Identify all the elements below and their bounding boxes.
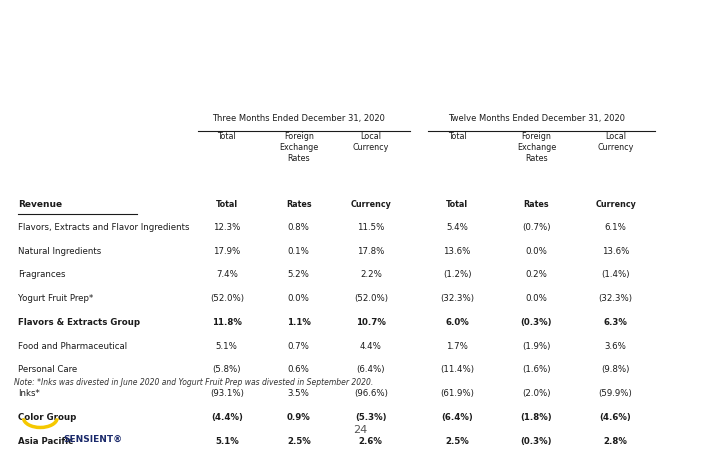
Text: 2.6%: 2.6%	[359, 436, 383, 446]
Text: (52.0%): (52.0%)	[210, 294, 244, 303]
Text: Foreign
Exchange
Rates: Foreign Exchange Rates	[517, 132, 556, 163]
Text: Fragrances: Fragrances	[18, 270, 66, 279]
Text: (32.3%): (32.3%)	[598, 294, 633, 303]
Text: Personal Care: Personal Care	[18, 365, 77, 374]
Text: 0.1%: 0.1%	[288, 247, 310, 256]
Text: (9.8%): (9.8%)	[601, 365, 630, 374]
Text: 24: 24	[353, 425, 367, 435]
Text: 11.5%: 11.5%	[357, 223, 384, 232]
Text: Local
Currency: Local Currency	[598, 132, 634, 152]
Text: 13.6%: 13.6%	[444, 247, 471, 256]
Text: 0.6%: 0.6%	[288, 365, 310, 374]
Text: 6.3%: 6.3%	[603, 318, 628, 327]
Text: 4.4%: 4.4%	[360, 342, 382, 351]
Text: (59.9%): (59.9%)	[599, 389, 632, 398]
Text: (4.6%): (4.6%)	[600, 413, 631, 422]
Text: (61.9%): (61.9%)	[440, 389, 474, 398]
Text: Revenue: Revenue	[18, 200, 62, 209]
Text: (0.7%): (0.7%)	[522, 223, 551, 232]
Text: 0.8%: 0.8%	[288, 223, 310, 232]
Text: (32.3%): (32.3%)	[440, 294, 474, 303]
Text: (5.8%): (5.8%)	[212, 365, 241, 374]
Text: 1.7%: 1.7%	[446, 342, 468, 351]
Text: (93.1%): (93.1%)	[210, 389, 244, 398]
Text: 3.6%: 3.6%	[605, 342, 626, 351]
Text: 0.0%: 0.0%	[526, 294, 547, 303]
Text: 2.8%: 2.8%	[603, 436, 628, 446]
Text: Three Months Ended December 31, 2020: Three Months Ended December 31, 2020	[212, 113, 385, 122]
Text: Asia Pacific: Asia Pacific	[18, 436, 73, 446]
Text: (52.0%): (52.0%)	[354, 294, 388, 303]
Text: 6.0%: 6.0%	[446, 318, 469, 327]
Text: 12.3%: 12.3%	[213, 223, 240, 232]
Text: Twelve Months Ended December 31, 2020: Twelve Months Ended December 31, 2020	[448, 113, 625, 122]
Text: Total: Total	[216, 200, 238, 209]
Text: Flavors, Extracts and Flavor Ingredients: Flavors, Extracts and Flavor Ingredients	[18, 223, 189, 232]
Text: (1.6%): (1.6%)	[522, 365, 551, 374]
Text: 3.5%: 3.5%	[288, 389, 310, 398]
Text: Total: Total	[446, 200, 468, 209]
Text: 6.1%: 6.1%	[605, 223, 626, 232]
Text: Yogurt Fruit Prep*: Yogurt Fruit Prep*	[18, 294, 94, 303]
Text: (1.4%): (1.4%)	[601, 270, 630, 279]
Text: 10.7%: 10.7%	[356, 318, 386, 327]
Text: Inks*: Inks*	[18, 389, 40, 398]
Text: (5.3%): (5.3%)	[355, 413, 387, 422]
Text: 1.1%: 1.1%	[287, 318, 311, 327]
Text: (1.9%): (1.9%)	[522, 342, 551, 351]
Text: Local
Currency: Local Currency	[353, 132, 389, 152]
Text: 11.8%: 11.8%	[212, 318, 242, 327]
Text: SENSIENT®: SENSIENT®	[63, 435, 123, 444]
Text: (6.4%): (6.4%)	[356, 365, 385, 374]
Text: 17.8%: 17.8%	[357, 247, 384, 256]
Text: 13.6%: 13.6%	[602, 247, 629, 256]
Text: Currency: Currency	[351, 200, 391, 209]
Text: 7.4%: 7.4%	[216, 270, 238, 279]
Text: 0.0%: 0.0%	[288, 294, 310, 303]
Text: 5.1%: 5.1%	[216, 342, 238, 351]
Text: (1.8%): (1.8%)	[521, 413, 552, 422]
Text: 2.2%: 2.2%	[360, 270, 382, 279]
Text: 2.5%: 2.5%	[446, 436, 469, 446]
Text: 17.9%: 17.9%	[213, 247, 240, 256]
Text: 5.2%: 5.2%	[288, 270, 310, 279]
Text: 5.1%: 5.1%	[215, 436, 238, 446]
Text: 0.7%: 0.7%	[288, 342, 310, 351]
Text: Food and Pharmaceutical: Food and Pharmaceutical	[18, 342, 127, 351]
Text: (2.0%): (2.0%)	[522, 389, 551, 398]
Text: Rates: Rates	[286, 200, 312, 209]
Text: Non-GAAP Financial Measures (Cont’d): Non-GAAP Financial Measures (Cont’d)	[22, 62, 510, 81]
Text: (4.4%): (4.4%)	[211, 413, 243, 422]
Text: Natural Ingredients: Natural Ingredients	[18, 247, 102, 256]
Text: Total: Total	[217, 132, 236, 141]
Text: (0.3%): (0.3%)	[521, 318, 552, 327]
Text: 2.5%: 2.5%	[287, 436, 310, 446]
Text: (0.3%): (0.3%)	[521, 436, 552, 446]
Text: Total: Total	[448, 132, 467, 141]
Text: 5.4%: 5.4%	[446, 223, 468, 232]
Text: Foreign
Exchange
Rates: Foreign Exchange Rates	[279, 132, 318, 163]
Text: Note: *Inks was divested in June 2020 and Yogurt Fruit Prep was divested in Sept: Note: *Inks was divested in June 2020 an…	[14, 378, 374, 387]
Text: 0.2%: 0.2%	[526, 270, 547, 279]
Text: Flavors & Extracts Group: Flavors & Extracts Group	[18, 318, 140, 327]
Text: Rates: Rates	[523, 200, 549, 209]
Text: (11.4%): (11.4%)	[440, 365, 474, 374]
Text: (6.4%): (6.4%)	[441, 413, 473, 422]
Text: 0.9%: 0.9%	[287, 413, 310, 422]
Text: 0.0%: 0.0%	[526, 247, 547, 256]
Text: (96.6%): (96.6%)	[354, 389, 388, 398]
Text: Currency: Currency	[595, 200, 636, 209]
Text: Color Group: Color Group	[18, 413, 76, 422]
Text: (1.2%): (1.2%)	[443, 270, 472, 279]
